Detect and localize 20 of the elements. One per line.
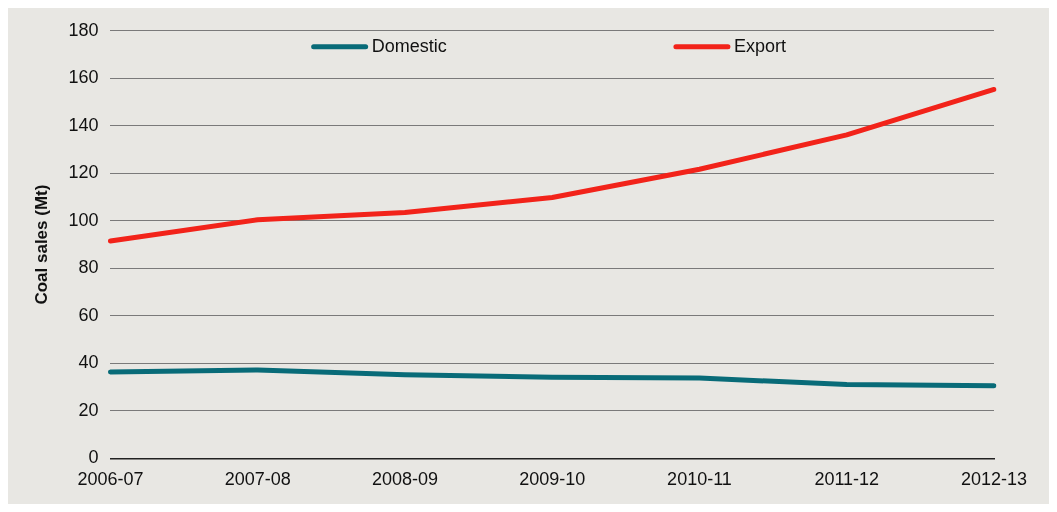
y-tick-label: 20	[78, 399, 99, 420]
legend-label: Export	[733, 35, 786, 56]
x-tick-label: 2010-11	[667, 469, 732, 490]
x-tick-label: 2009-10	[519, 469, 586, 490]
y-axis-title: Coal sales (Mt)	[31, 184, 51, 305]
x-tick-label: 2008-09	[371, 469, 438, 490]
x-tick-label: 2007-08	[224, 469, 291, 490]
x-tick-label: 2012-13	[960, 469, 1028, 490]
y-tick-label: 120	[68, 162, 99, 183]
x-tick-label: 2006-07	[77, 469, 144, 490]
y-tick-label: 160	[68, 67, 99, 88]
y-tick-label: 100	[68, 209, 99, 230]
legend-label: Domestic	[371, 35, 447, 56]
y-tick-label: 180	[68, 19, 99, 40]
y-tick-label: 140	[68, 114, 99, 135]
x-tick-label: 2011-12	[814, 469, 880, 490]
y-tick-label: 0	[88, 447, 99, 468]
y-tick-label: 60	[78, 304, 99, 325]
y-tick-label: 40	[78, 352, 99, 373]
y-tick-label: 80	[78, 257, 99, 278]
